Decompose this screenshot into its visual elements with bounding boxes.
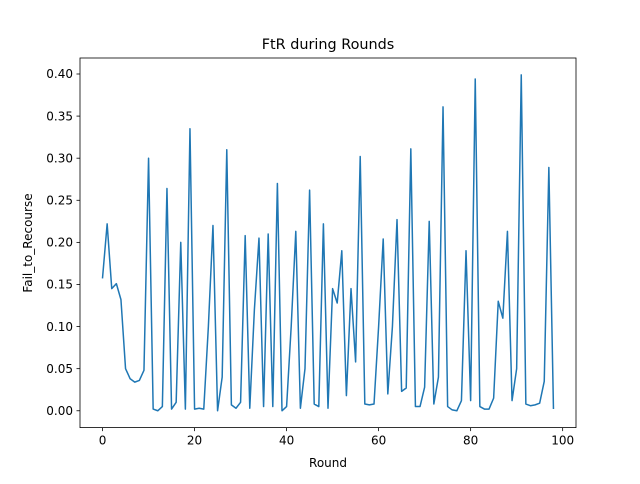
y-tick-label: 0.35 <box>46 109 73 123</box>
plot-frame <box>79 57 577 429</box>
x-tick-label: 20 <box>187 434 202 448</box>
x-tick-label: 0 <box>99 434 107 448</box>
x-tick-label: 100 <box>551 434 574 448</box>
plot-area <box>101 74 555 412</box>
x-tick-label: 40 <box>279 434 294 448</box>
x-tick-label: 80 <box>463 434 478 448</box>
x-tick-label: 60 <box>371 434 386 448</box>
y-tick-label: 0.20 <box>46 236 73 250</box>
y-tick-label: 0.00 <box>46 404 73 418</box>
y-tick-label: 0.05 <box>46 362 73 376</box>
x-axis: 0 20 40 60 80 100 <box>99 427 574 448</box>
y-tick-label: 0.40 <box>46 67 73 81</box>
y-tick-label: 0.30 <box>46 151 73 165</box>
chart-title: FtR during Rounds <box>262 37 395 53</box>
series-line-0 <box>101 74 555 412</box>
y-tick-label: 0.10 <box>46 320 73 334</box>
y-axis-label: Fail_to_Recourse <box>21 193 35 292</box>
y-tick-label: 0.25 <box>46 193 73 207</box>
x-axis-label: Round <box>309 456 347 470</box>
y-tick-label: 0.15 <box>46 278 73 292</box>
y-axis: 0.00 0.05 0.10 0.15 0.20 0.25 0.30 0.35 0.40 <box>46 67 80 418</box>
